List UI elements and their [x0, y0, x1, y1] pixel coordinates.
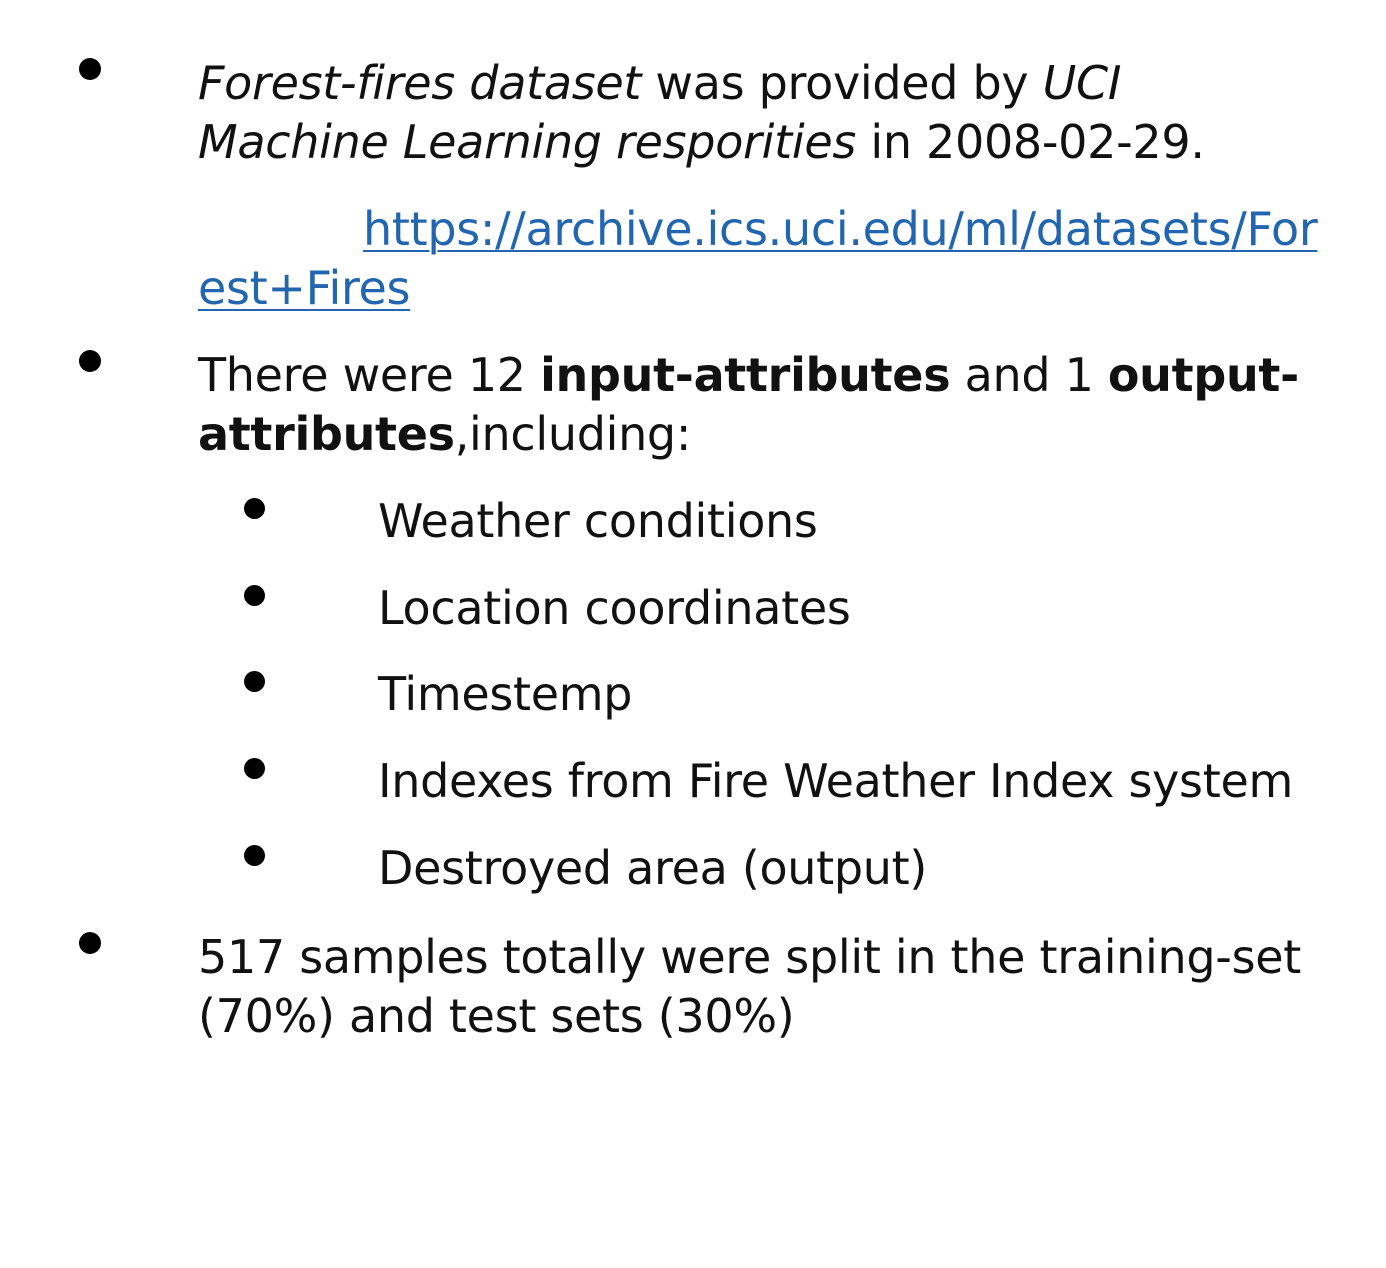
bullet-3-line-2: (70%) and test sets (30%)	[198, 989, 795, 1043]
sub-bullet-4-icon	[244, 758, 265, 779]
sub-bullet-3-icon	[244, 671, 265, 692]
dataset-link-line-2: est+Fires	[198, 259, 411, 318]
bullet-1-line-1: Forest-fires dataset was provided by UCI	[198, 54, 1121, 113]
sub-item-weather: Weather conditions	[378, 494, 818, 548]
dataset-link-line-1: https://archive.ics.uci.edu/ml/datasets/…	[363, 200, 1318, 259]
bullet-2-icon	[79, 350, 101, 372]
provider-name-start: UCI	[1042, 56, 1122, 110]
dataset-name: Forest-fires dataset	[198, 56, 642, 110]
bullet-1-text: was provided by	[641, 56, 1043, 110]
dataset-link-part-2[interactable]: est+Fires	[198, 261, 411, 315]
sub-item-destroyed-area: Destroyed area (output)	[378, 841, 928, 895]
bullet-1-line-2: Machine Learning resporities in 2008-02-…	[198, 113, 1205, 172]
sub-bullet-2-icon	[244, 585, 265, 606]
bullet-2-text-b: and 1	[950, 348, 1108, 402]
bullet-2-text-a: There were 12	[198, 348, 541, 402]
sub-bullet-5-icon	[244, 845, 265, 866]
bullet-1-date: in 2008-02-29.	[856, 115, 1205, 169]
output-attributes-label-start: output-	[1107, 348, 1299, 402]
bullet-3-icon	[79, 932, 101, 954]
provider-name-end: Machine Learning resporities	[198, 115, 857, 169]
output-attributes-label-end: attributes	[198, 407, 455, 461]
sub-item-location: Location coordinates	[378, 581, 851, 635]
dataset-link-part-1[interactable]: https://archive.ics.uci.edu/ml/datasets/…	[363, 202, 1318, 256]
bullet-1-icon	[79, 58, 101, 80]
bullet-2-line-2: attributes,including:	[198, 405, 691, 464]
sub-bullet-1-icon	[244, 498, 265, 519]
bullet-3-line-1: 517 samples totally were split in the tr…	[198, 930, 1301, 984]
input-attributes-label: input-attributes	[540, 348, 951, 402]
bullet-2-line-1: There were 12 input-attributes and 1 out…	[198, 346, 1299, 405]
sub-item-timestamp: Timestemp	[378, 667, 633, 721]
sub-item-indexes: Indexes from Fire Weather Index system	[378, 754, 1293, 808]
bullet-2-text-c: ,including:	[454, 407, 692, 461]
